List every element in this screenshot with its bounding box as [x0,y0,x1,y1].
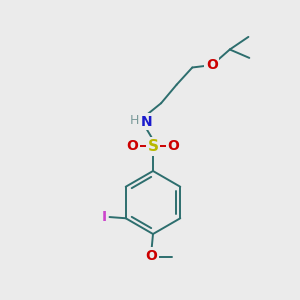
Text: O: O [206,58,218,72]
Text: S: S [148,139,158,154]
Text: N: N [141,115,153,129]
Text: O: O [146,249,158,262]
Text: I: I [102,210,107,224]
Text: O: O [167,140,179,153]
Text: O: O [127,140,139,153]
Text: H: H [129,113,139,127]
